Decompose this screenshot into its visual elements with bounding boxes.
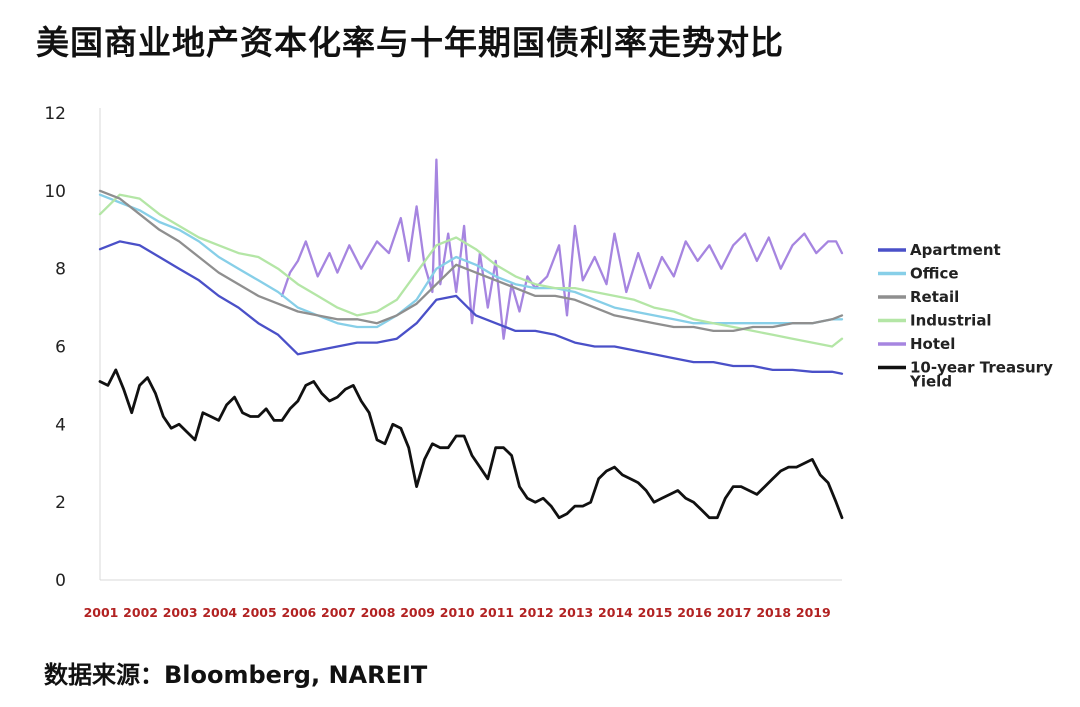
x-tick-label: 2005 — [242, 605, 277, 620]
legend-label-line: 10-year Treasury — [910, 359, 1053, 377]
legend: Apartment Office Retail Industrial Hotel 10-y… — [878, 241, 1053, 391]
x-tick-label: 2016 — [677, 605, 712, 620]
x-tick-label: 2003 — [163, 605, 198, 620]
legend-label-2: Retail — [910, 288, 959, 306]
series-line-0 — [98, 240, 844, 375]
y-tick-label: 12 — [44, 104, 66, 124]
x-tick-label: 2010 — [440, 605, 475, 620]
x-tick-label: 2007 — [321, 605, 356, 620]
y-tick-label: 8 — [55, 260, 66, 280]
x-tick-label: 2006 — [281, 605, 316, 620]
series-line-4 — [280, 158, 844, 340]
x-tick-label: 2004 — [202, 605, 237, 620]
x-tick-label: 2012 — [519, 605, 554, 620]
series-line-5 — [98, 368, 844, 520]
x-tick-label: 2011 — [479, 605, 514, 620]
plot-area — [98, 158, 844, 520]
x-tick-label: 2001 — [84, 605, 119, 620]
y-tick-label: 4 — [55, 415, 66, 435]
x-tick-label: 2013 — [558, 605, 593, 620]
axes: 0 2 4 6 8 10 12 2001 2002 2003 2004 2005 2006 2007 200… — [44, 104, 842, 620]
x-tick-label: 2002 — [123, 605, 158, 620]
x-tick-label: 2015 — [638, 605, 673, 620]
x-tick-label: 2018 — [756, 605, 791, 620]
legend-label-0: Apartment — [910, 241, 1001, 259]
series-line-3 — [98, 193, 844, 348]
legend-label-3: Industrial — [910, 312, 992, 330]
legend-label-line: Yield — [909, 373, 952, 391]
y-tick-label: 2 — [55, 493, 66, 513]
x-tick-label: 2019 — [796, 605, 831, 620]
y-tick-label: 10 — [44, 182, 66, 202]
legend-label-4: Hotel — [910, 335, 955, 353]
legend-label-1: Office — [910, 265, 959, 283]
chart-title: 美国商业地产资本化率与十年期国债利率走势对比 — [36, 23, 784, 62]
legend-label-5: 10-year Treasury Yield — [909, 359, 1053, 391]
data-source-note: 数据来源：Bloomberg, NAREIT — [44, 661, 428, 689]
y-tick-label: 6 — [55, 338, 66, 358]
series-line-2 — [98, 189, 844, 333]
series-line-1 — [98, 193, 844, 329]
x-tick-label: 2017 — [717, 605, 752, 620]
x-tick-label: 2008 — [361, 605, 396, 620]
x-tick-label: 2009 — [400, 605, 435, 620]
x-tick-label: 2014 — [598, 605, 633, 620]
y-tick-label: 0 — [55, 571, 66, 591]
